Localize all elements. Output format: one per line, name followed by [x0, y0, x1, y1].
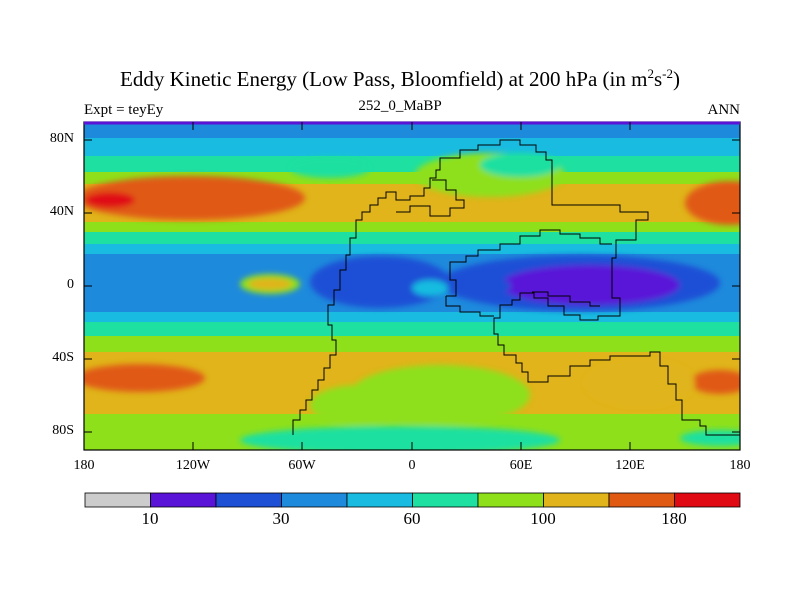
colorbar-swatch — [281, 492, 348, 508]
colorbar-label: 30 — [272, 509, 290, 528]
colorbar-swatch — [84, 492, 151, 508]
colorbar-label: 10 — [141, 509, 159, 528]
y-tick-label: 40N — [49, 204, 74, 219]
x-tick-label: 180 — [73, 458, 95, 473]
coastline-inner — [396, 179, 465, 217]
colorbar-label: 60 — [403, 509, 421, 528]
colorbar-swatch — [543, 492, 610, 508]
colorbar-swatch — [477, 492, 544, 508]
colorbar — [84, 492, 741, 508]
x-tick-label: 0 — [408, 458, 416, 473]
x-tick-label: 120W — [175, 458, 211, 473]
case-label: 252_0_MaBP — [358, 98, 442, 114]
contour-field — [84, 122, 740, 450]
coastline-inner-4 — [532, 291, 600, 307]
x-tick-label: 60E — [509, 458, 533, 473]
experiment-label: Expt = teyEy — [84, 102, 164, 118]
chart-title: Eddy Kinetic Energy (Low Pass, Bloomfiel… — [120, 66, 680, 91]
x-tick-label: 60W — [288, 458, 316, 473]
colorbar-swatch — [150, 492, 217, 508]
x-ticks — [83, 122, 741, 450]
colorbar-swatch — [674, 492, 741, 508]
coastline — [292, 139, 740, 436]
x-tick-label: 180 — [729, 458, 751, 473]
colorbar-label: 180 — [661, 509, 687, 528]
coastline-inner-2 — [446, 229, 612, 297]
colorbar-swatch — [215, 492, 282, 508]
y-tick-label: 80N — [49, 131, 74, 146]
colorbar-swatch — [608, 492, 675, 508]
season-label: ANN — [707, 102, 741, 118]
colorbar-swatch — [346, 492, 413, 508]
y-tick-label: 80S — [52, 423, 74, 438]
x-tick-label: 120E — [615, 458, 645, 473]
y-ticks — [84, 139, 740, 433]
colorbar-label: 100 — [530, 509, 556, 528]
y-tick-label: 0 — [67, 277, 74, 292]
colorbar-swatch — [412, 492, 479, 508]
coastline-inner-3 — [445, 296, 494, 317]
y-tick-label: 40S — [52, 350, 74, 365]
